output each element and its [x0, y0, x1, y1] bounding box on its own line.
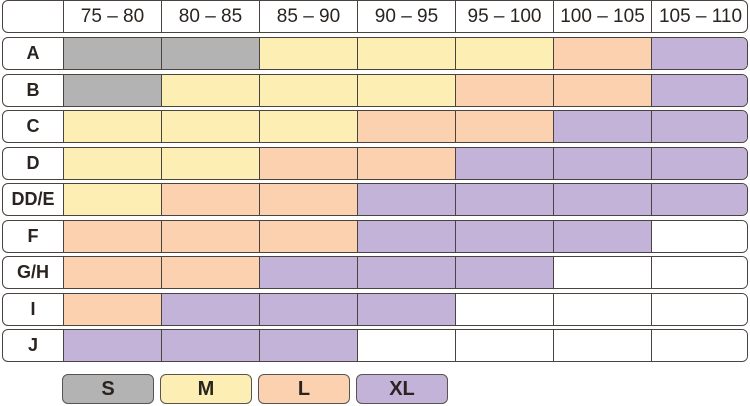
size-cell — [651, 293, 747, 325]
size-cell — [455, 38, 553, 69]
size-cell — [63, 147, 161, 179]
table-row: DD/E — [2, 183, 748, 216]
size-cell — [161, 184, 259, 215]
row-header: A — [26, 43, 40, 63]
size-cell — [455, 330, 553, 361]
size-cell — [651, 38, 747, 69]
table-row: B — [2, 73, 748, 107]
row-header: J — [27, 335, 38, 355]
size-cell — [259, 184, 357, 215]
table-row: J — [2, 329, 748, 362]
size-cell — [553, 74, 651, 106]
size-cell — [357, 184, 455, 215]
table-row: A — [2, 37, 748, 70]
size-cell — [651, 257, 747, 288]
size-cell — [161, 147, 259, 179]
size-cell — [357, 293, 455, 325]
column-header: 90 – 95 — [357, 1, 455, 32]
header-row: 75 – 80 80 – 85 85 – 90 90 – 95 95 – 100 100 … — [2, 0, 748, 33]
size-cell — [651, 184, 747, 215]
size-cell — [553, 293, 651, 325]
size-cell — [553, 147, 651, 179]
size-cell — [651, 330, 747, 361]
size-cell — [651, 74, 747, 106]
size-cell — [63, 74, 161, 106]
row-header: DD/E — [11, 189, 55, 209]
size-cell — [455, 293, 553, 325]
row-header: D — [26, 152, 40, 173]
size-cell — [63, 184, 161, 215]
size-cell — [259, 293, 357, 325]
size-cell — [63, 38, 161, 69]
size-cell — [161, 38, 259, 69]
size-cell — [357, 257, 455, 288]
size-cell — [455, 111, 553, 142]
size-cell — [553, 184, 651, 215]
size-cell — [161, 293, 259, 325]
size-cell — [553, 330, 651, 361]
row-header: C — [26, 116, 40, 136]
size-cell — [63, 111, 161, 142]
size-cell — [651, 220, 747, 252]
size-cell — [357, 38, 455, 69]
column-header: 85 – 90 — [259, 1, 357, 32]
size-cell — [161, 111, 259, 142]
size-cell — [161, 74, 259, 106]
table-row: G/H — [2, 256, 748, 289]
size-legend: S M L XL — [62, 374, 448, 404]
size-cell — [455, 147, 553, 179]
row-header: G/H — [16, 262, 49, 282]
size-cell — [259, 330, 357, 361]
size-cell — [259, 111, 357, 142]
legend-item-l: L — [258, 374, 350, 404]
size-cell — [553, 38, 651, 69]
size-cell — [63, 257, 161, 288]
size-cell — [63, 293, 161, 325]
table-row: D — [2, 146, 748, 180]
row-header: I — [30, 298, 36, 319]
legend-item-m: M — [160, 374, 252, 404]
table-row: I — [2, 292, 748, 326]
column-header: 105 – 110 — [651, 1, 747, 32]
size-cell — [455, 220, 553, 252]
column-header: 100 – 105 — [553, 1, 651, 32]
size-cell — [63, 330, 161, 361]
size-cell — [357, 220, 455, 252]
size-cell — [651, 147, 747, 179]
row-header: B — [26, 79, 40, 100]
size-cell — [357, 111, 455, 142]
size-cell — [553, 220, 651, 252]
legend-item-xl: XL — [356, 374, 448, 404]
size-cell — [455, 74, 553, 106]
legend-item-s: S — [62, 374, 154, 404]
size-cell — [455, 184, 553, 215]
column-header: 95 – 100 — [455, 1, 553, 32]
size-cell — [553, 111, 651, 142]
size-cell — [553, 257, 651, 288]
size-cell — [259, 147, 357, 179]
size-cell — [259, 257, 357, 288]
size-cell — [259, 220, 357, 252]
size-cell — [651, 111, 747, 142]
size-cell — [161, 220, 259, 252]
size-cell — [455, 257, 553, 288]
size-cell — [259, 74, 357, 106]
table-row: C — [2, 110, 748, 143]
size-cell — [259, 38, 357, 69]
column-header: 80 – 85 — [161, 1, 259, 32]
size-cell — [357, 330, 455, 361]
size-cell — [357, 147, 455, 179]
size-cell — [63, 220, 161, 252]
corner-cell — [3, 1, 63, 32]
column-header: 75 – 80 — [63, 1, 161, 32]
row-header: F — [27, 225, 39, 246]
size-cell — [161, 257, 259, 288]
size-cell — [161, 330, 259, 361]
table-row: F — [2, 219, 748, 253]
size-cell — [357, 74, 455, 106]
